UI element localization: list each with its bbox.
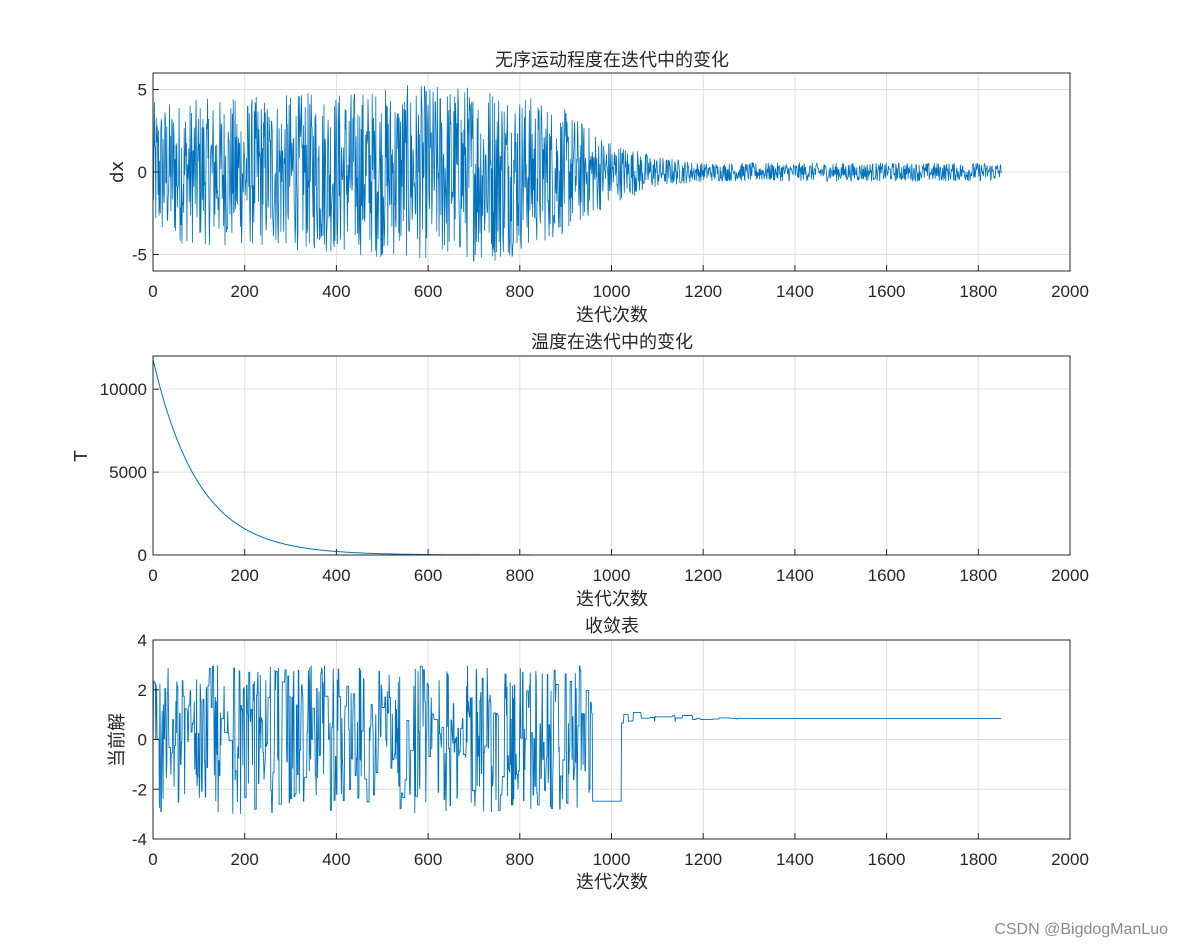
y-tick-label: 4: [138, 631, 147, 650]
series-line: [152, 359, 1002, 556]
x-tick-label: 800: [506, 566, 534, 585]
y-tick-label: 10000: [100, 380, 147, 399]
x-tick-label: 600: [414, 566, 442, 585]
x-tick-label: 1800: [959, 282, 997, 301]
y-tick-label: 0: [138, 731, 147, 750]
x-tick-label: 400: [322, 566, 350, 585]
x-tick-label: 1600: [868, 282, 906, 301]
watermark-text: CSDN @BigdogManLuo: [994, 921, 1168, 938]
subplot-dx: 无序运动程度在迭代中的变化 0 200 400 600 800 1000 1200 1400 1…: [107, 50, 1089, 326]
x-tick-label: 2000: [1051, 566, 1089, 585]
y-axis-label: 当前解: [107, 713, 128, 767]
x-tick-label: 600: [414, 282, 442, 301]
y-tick-label: 0: [138, 163, 147, 182]
x-tick-label: 1800: [959, 566, 997, 585]
x-tick-label: 1400: [776, 850, 814, 869]
x-tick-label: 600: [414, 850, 442, 869]
y-axis-label: dx: [107, 161, 128, 183]
x-tick-label: 1400: [776, 566, 814, 585]
y-tick-label: -2: [132, 780, 147, 799]
x-tick-label: 400: [322, 282, 350, 301]
x-tick-label: 0: [148, 850, 157, 869]
x-tick-label: 1200: [684, 850, 722, 869]
subplot-temperature: 温度在迭代中的变化 0 200 400 600 800 1000 1200 1400 1600 1…: [71, 332, 1089, 610]
subplot-convergence: 收敛表 0 200 400 600 800 1000 1200 1400 1600 1800 200…: [107, 616, 1089, 893]
grid: [153, 640, 1070, 839]
x-axis-label: 迭代次数: [576, 305, 648, 326]
y-axis-label: T: [71, 450, 92, 463]
tick-labels: 0 200 400 600 800 1000 1200 1400 1600 1800 2000 0 50…: [100, 380, 1089, 585]
series-line: [152, 85, 1002, 262]
x-tick-label: 200: [231, 566, 259, 585]
x-tick-label: 0: [148, 282, 157, 301]
subplot-title: 温度在迭代中的变化: [531, 332, 693, 353]
subplot-title: 无序运动程度在迭代中的变化: [495, 50, 729, 71]
x-tick-label: 1000: [593, 282, 631, 301]
y-tick-label: 5000: [109, 463, 147, 482]
tick-labels: 0 200 400 600 800 1000 1200 1400 1600 1800 2000-50…: [132, 81, 1089, 302]
grid: [153, 356, 1070, 555]
x-tick-label: 1600: [868, 850, 906, 869]
x-tick-label: 200: [231, 850, 259, 869]
x-tick-label: 1000: [593, 850, 631, 869]
x-tick-label: 800: [506, 282, 534, 301]
y-tick-label: -4: [132, 830, 147, 849]
y-tick-label: 2: [138, 681, 147, 700]
x-tick-label: 1200: [684, 282, 722, 301]
x-axis-label: 迭代次数: [576, 589, 648, 610]
x-tick-label: 400: [322, 850, 350, 869]
x-tick-label: 200: [231, 282, 259, 301]
x-tick-label: 2000: [1051, 850, 1089, 869]
x-tick-label: 2000: [1051, 282, 1089, 301]
series-line: [152, 665, 1002, 814]
x-tick-label: 1400: [776, 282, 814, 301]
y-tick-label: 0: [138, 546, 147, 565]
x-tick-label: 1600: [868, 566, 906, 585]
subplot-title: 收敛表: [585, 616, 639, 637]
tick-labels: 0 200 400 600 800 1000 1200 1400 1600 1800 2000 -4 -…: [132, 631, 1089, 869]
x-tick-label: 800: [506, 850, 534, 869]
x-tick-label: 0: [148, 566, 157, 585]
x-tick-label: 1800: [959, 850, 997, 869]
x-axis-label: 迭代次数: [576, 872, 648, 893]
x-tick-label: 1200: [684, 566, 722, 585]
y-tick-label: 5: [138, 81, 147, 100]
y-tick-label: -5: [132, 246, 147, 265]
x-tick-label: 1000: [593, 566, 631, 585]
